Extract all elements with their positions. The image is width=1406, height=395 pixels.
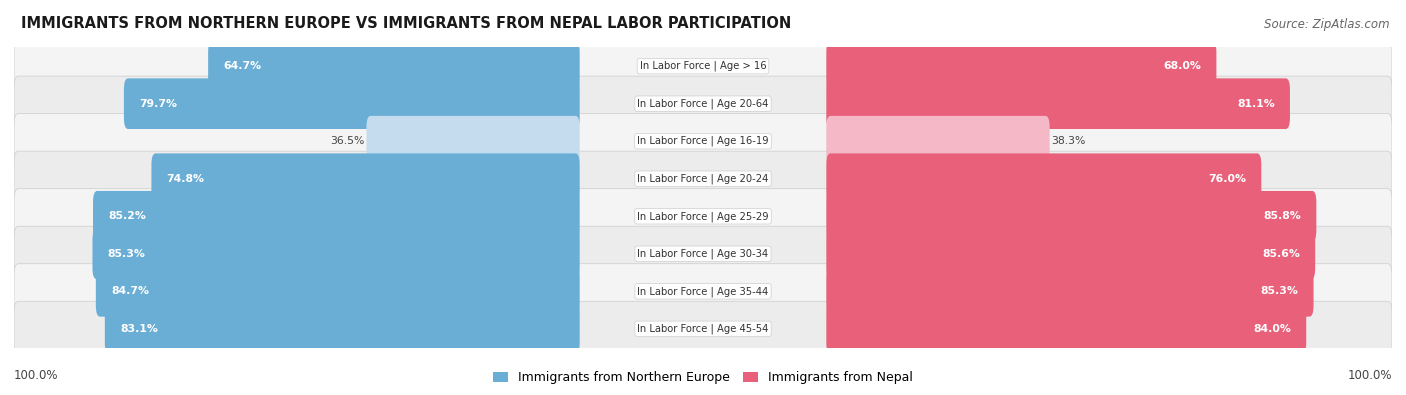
FancyBboxPatch shape	[827, 153, 1261, 204]
Text: 84.0%: 84.0%	[1253, 324, 1291, 334]
FancyBboxPatch shape	[14, 264, 1392, 319]
FancyBboxPatch shape	[14, 301, 1392, 356]
FancyBboxPatch shape	[827, 266, 1313, 317]
FancyBboxPatch shape	[14, 114, 1392, 169]
Text: Source: ZipAtlas.com: Source: ZipAtlas.com	[1264, 18, 1389, 31]
Text: 85.6%: 85.6%	[1263, 249, 1301, 259]
FancyBboxPatch shape	[93, 191, 579, 242]
FancyBboxPatch shape	[14, 189, 1392, 244]
FancyBboxPatch shape	[14, 226, 1392, 281]
FancyBboxPatch shape	[14, 76, 1392, 131]
FancyBboxPatch shape	[105, 303, 579, 354]
FancyBboxPatch shape	[96, 266, 579, 317]
Text: 85.3%: 85.3%	[1261, 286, 1298, 296]
Text: IMMIGRANTS FROM NORTHERN EUROPE VS IMMIGRANTS FROM NEPAL LABOR PARTICIPATION: IMMIGRANTS FROM NORTHERN EUROPE VS IMMIG…	[21, 16, 792, 31]
Text: 100.0%: 100.0%	[14, 369, 59, 382]
FancyBboxPatch shape	[208, 41, 579, 92]
Text: In Labor Force | Age 25-29: In Labor Force | Age 25-29	[637, 211, 769, 222]
Text: 74.8%: 74.8%	[166, 174, 205, 184]
Text: 38.3%: 38.3%	[1052, 136, 1085, 146]
FancyBboxPatch shape	[827, 41, 1216, 92]
FancyBboxPatch shape	[124, 78, 579, 129]
FancyBboxPatch shape	[827, 116, 1050, 167]
Text: In Labor Force | Age 20-24: In Labor Force | Age 20-24	[637, 173, 769, 184]
Text: In Labor Force | Age 45-54: In Labor Force | Age 45-54	[637, 324, 769, 334]
Text: In Labor Force | Age 35-44: In Labor Force | Age 35-44	[637, 286, 769, 297]
FancyBboxPatch shape	[93, 228, 579, 279]
Text: 84.7%: 84.7%	[111, 286, 149, 296]
Text: 64.7%: 64.7%	[224, 61, 262, 71]
Text: 83.1%: 83.1%	[120, 324, 157, 334]
FancyBboxPatch shape	[14, 151, 1392, 206]
Text: In Labor Force | Age > 16: In Labor Force | Age > 16	[640, 61, 766, 71]
Text: 81.1%: 81.1%	[1237, 99, 1275, 109]
Text: 36.5%: 36.5%	[330, 136, 366, 146]
FancyBboxPatch shape	[827, 303, 1306, 354]
Text: In Labor Force | Age 16-19: In Labor Force | Age 16-19	[637, 136, 769, 147]
FancyBboxPatch shape	[827, 191, 1316, 242]
FancyBboxPatch shape	[152, 153, 579, 204]
FancyBboxPatch shape	[14, 39, 1392, 94]
FancyBboxPatch shape	[827, 78, 1289, 129]
Text: 85.3%: 85.3%	[108, 249, 145, 259]
Text: In Labor Force | Age 30-34: In Labor Force | Age 30-34	[637, 248, 769, 259]
FancyBboxPatch shape	[367, 116, 579, 167]
Text: In Labor Force | Age 20-64: In Labor Force | Age 20-64	[637, 98, 769, 109]
Text: 85.8%: 85.8%	[1264, 211, 1301, 221]
FancyBboxPatch shape	[827, 228, 1315, 279]
Legend: Immigrants from Northern Europe, Immigrants from Nepal: Immigrants from Northern Europe, Immigra…	[488, 367, 918, 389]
Text: 76.0%: 76.0%	[1208, 174, 1246, 184]
Text: 79.7%: 79.7%	[139, 99, 177, 109]
Text: 85.2%: 85.2%	[108, 211, 146, 221]
Text: 100.0%: 100.0%	[1347, 369, 1392, 382]
Text: 68.0%: 68.0%	[1163, 61, 1201, 71]
